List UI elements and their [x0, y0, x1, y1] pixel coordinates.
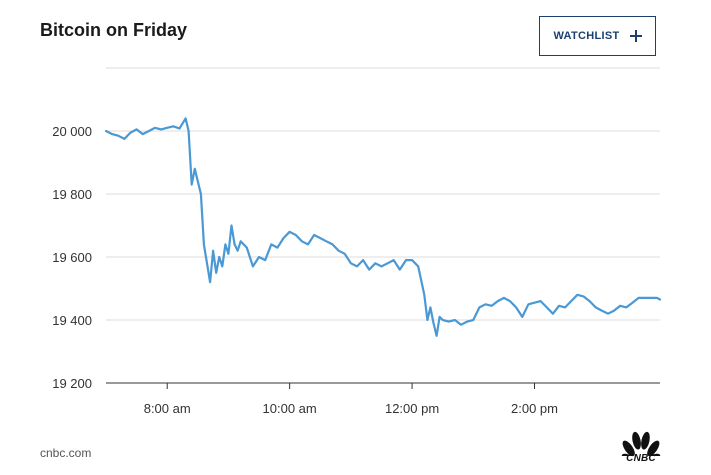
- watchlist-button-label: WATCHLIST: [553, 30, 620, 42]
- y-tick-label: 20 000: [52, 124, 92, 139]
- page-title: Bitcoin on Friday: [40, 20, 188, 40]
- watchlist-button[interactable]: WATCHLIST: [539, 16, 656, 56]
- y-tick-label: 19 200: [52, 376, 92, 391]
- y-tick-label: 19 400: [52, 313, 92, 328]
- peacock-icon: [621, 431, 661, 466]
- x-tick-label: 2:00 pm: [511, 401, 558, 416]
- logo-text: CNBC: [626, 453, 656, 464]
- y-tick-label: 19 800: [52, 187, 92, 202]
- x-tick-label: 8:00 am: [144, 401, 191, 416]
- source-credit: cnbc.com: [40, 446, 92, 460]
- cnbc-logo: CNBC: [619, 426, 663, 466]
- x-tick-label: 12:00 pm: [385, 401, 439, 416]
- price-series-line: [104, 117, 662, 337]
- x-tick-label: 10:00 am: [263, 401, 317, 416]
- y-tick-label: 19 600: [52, 250, 92, 265]
- plus-icon: [629, 30, 642, 42]
